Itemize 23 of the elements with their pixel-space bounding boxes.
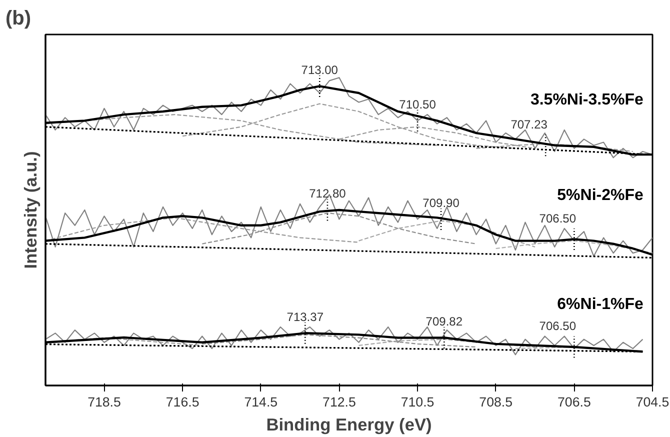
x-tick-label: 704.5 (636, 394, 670, 410)
annotation: 706.50 (539, 319, 576, 334)
annotation: 710.50 (399, 97, 436, 112)
x-axis-title: Binding Energy (eV) (266, 414, 432, 434)
y-axis-title: Intensity (a.u.) (20, 151, 40, 269)
text: 5%Ni-2%Fe (557, 186, 644, 204)
annotation: 713.37 (286, 310, 324, 324)
x-tick-label: 714.5 (244, 394, 278, 410)
annotation: 707.23 (510, 117, 548, 132)
annotation: 706.50 (539, 211, 576, 226)
x-tick-label: 718.5 (88, 394, 121, 410)
chart-title: (b) (6, 8, 32, 30)
annotation: 713.00 (301, 62, 338, 77)
annotation: 712.80 (309, 186, 346, 201)
text: 6%Ni-1%Fe (557, 296, 644, 314)
x-tick-label: 710.5 (400, 394, 434, 410)
text: 3.5%Ni-3.5%Fe (530, 91, 644, 108)
annotation: 709.82 (426, 314, 463, 328)
annotation: 709.90 (422, 196, 460, 210)
x-tick-label: 716.5 (166, 394, 200, 410)
x-tick-label: 706.5 (558, 394, 591, 410)
x-tick-label: 712.5 (322, 394, 356, 410)
x-tick-label: 708.5 (479, 394, 513, 410)
